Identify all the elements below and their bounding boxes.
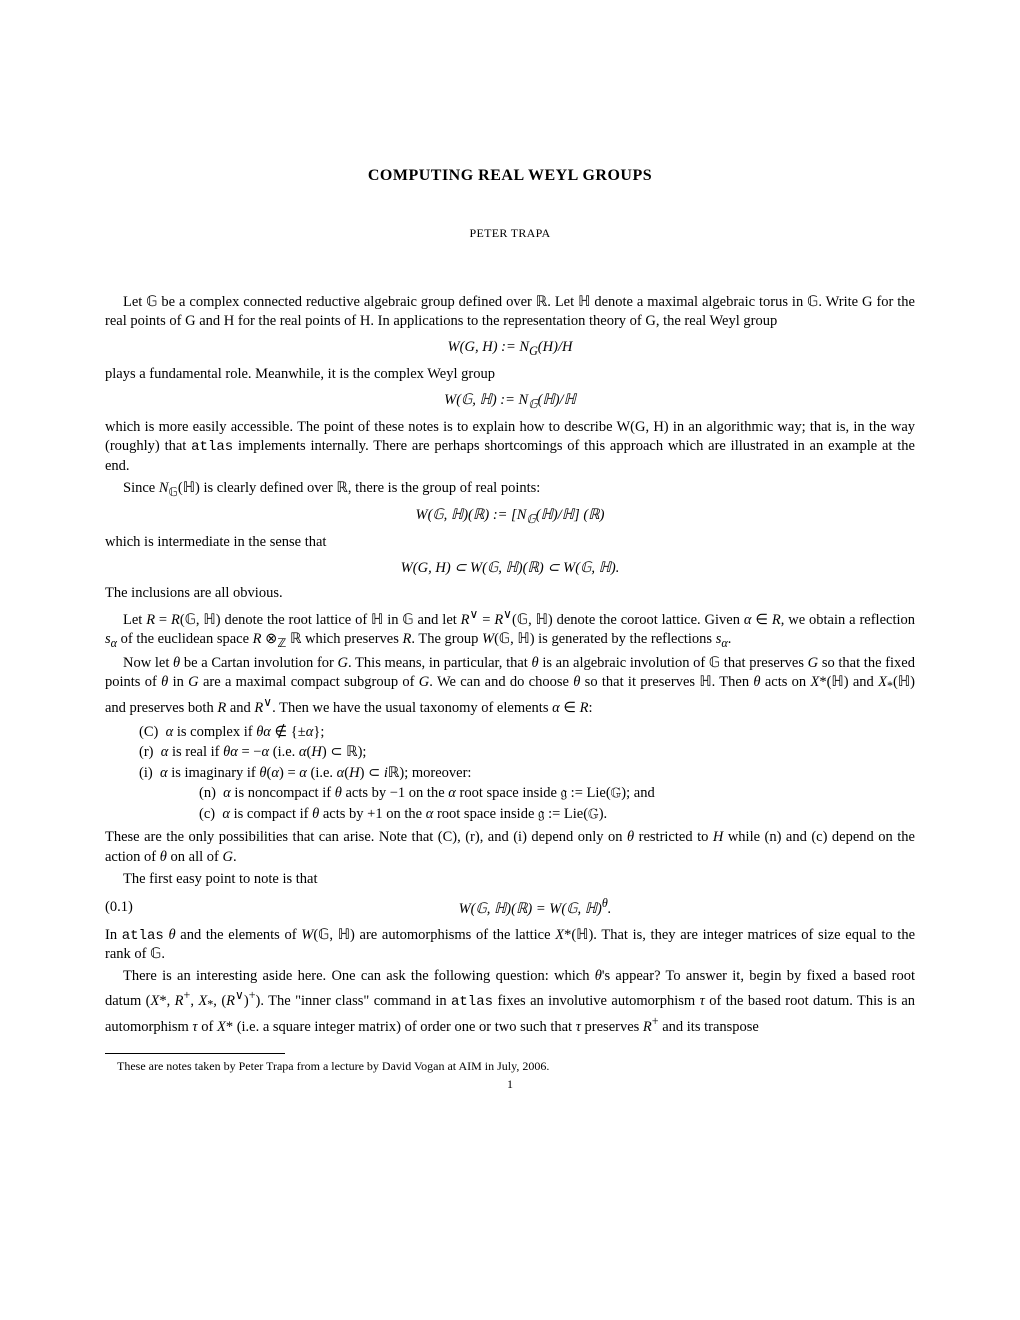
list-item: (n) α is noncompact if θ acts by −1 on t… — [199, 784, 915, 804]
equation-body: W(𝔾, ℍ)(ℝ) = W(𝔾, ℍ)θ. — [155, 895, 915, 919]
page-number: 1 — [105, 1076, 915, 1092]
paragraph: plays a fundamental role. Meanwhile, it … — [105, 365, 915, 385]
equation: W(𝔾, ℍ) := N𝔾(ℍ)/ℍ — [105, 391, 915, 412]
paragraph: Let 𝔾 be a complex connected reductive a… — [105, 293, 915, 332]
paragraph: These are the only possibilities that ca… — [105, 828, 915, 867]
paragraph: Since N𝔾(ℍ) is clearly defined over ℝ, t… — [105, 479, 915, 500]
paragraph: Let R = R(𝔾, ℍ) denote the root lattice … — [105, 606, 915, 652]
paragraph: There is an interesting aside here. One … — [105, 967, 915, 1037]
paragraph: which is more easily accessible. The poi… — [105, 418, 915, 477]
paper-author: PETER TRAPA — [105, 225, 915, 241]
code-atlas: atlas — [191, 439, 233, 455]
list-item: (r) α is real if θα = −α (i.e. α(H) ⊂ ℝ)… — [139, 743, 915, 763]
paragraph: which is intermediate in the sense that — [105, 533, 915, 553]
paragraph: In atlas θ and the elements of W(𝔾, ℍ) a… — [105, 926, 915, 965]
paragraph: The inclusions are all obvious. — [105, 584, 915, 604]
equation: W(G, H) := NG(H)/H — [105, 338, 915, 359]
list-item: (c) α is compact if θ acts by +1 on the … — [199, 805, 915, 825]
list-item: (C) α is complex if θα ∉ {±α}; — [139, 723, 915, 743]
text: In — [105, 927, 122, 943]
paper-title: COMPUTING REAL WEYL GROUPS — [105, 165, 915, 187]
code-atlas: atlas — [451, 993, 493, 1009]
equation-numbered: (0.1) W(𝔾, ℍ)(ℝ) = W(𝔾, ℍ)θ. — [105, 895, 915, 919]
taxonomy-list: (C) α is complex if θα ∉ {±α}; (r) α is … — [139, 723, 915, 825]
footnote-separator — [105, 1053, 285, 1054]
equation: W(G, H) ⊂ W(𝔾, ℍ)(ℝ) ⊂ W(𝔾, ℍ). — [105, 559, 915, 579]
equation-number: (0.1) — [105, 898, 155, 918]
footnote: These are notes taken by Peter Trapa fro… — [105, 1058, 915, 1074]
list-item: (i) α is imaginary if θ(α) = α (i.e. α(H… — [139, 764, 915, 825]
paragraph: Now let θ be a Cartan involution for G. … — [105, 654, 915, 719]
equation: W(𝔾, ℍ)(ℝ) := [N𝔾(ℍ)/ℍ] (ℝ) — [105, 506, 915, 527]
paragraph: The first easy point to note is that — [105, 870, 915, 890]
code-atlas: atlas — [122, 928, 164, 944]
